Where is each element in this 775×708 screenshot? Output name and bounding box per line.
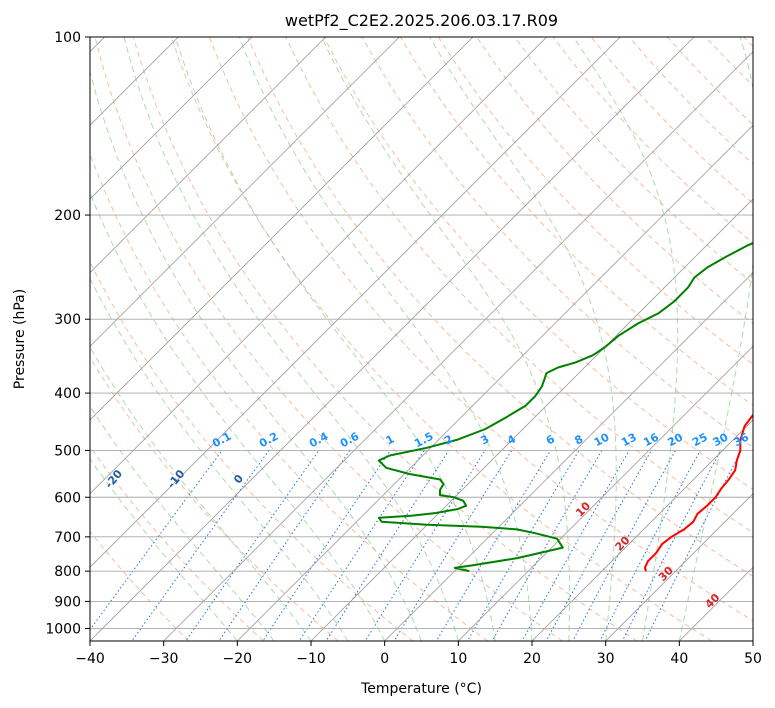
x-tick-label: 20 xyxy=(523,651,541,667)
dry-adiabat xyxy=(247,37,753,577)
y-tick-label: 200 xyxy=(54,208,81,224)
dewpoint-line xyxy=(377,241,753,573)
moist-adiabats xyxy=(90,37,753,641)
x-tick-label: 40 xyxy=(670,651,688,667)
y-tick-label: 100 xyxy=(54,30,81,46)
skewed-isotherms xyxy=(90,37,753,641)
isotherm-line xyxy=(90,37,400,347)
moist-adiabat xyxy=(90,69,422,641)
y-axis-label: Pressure (hPa) xyxy=(12,289,28,389)
isotherm-line xyxy=(90,37,253,200)
isotherm-line xyxy=(90,37,547,495)
y-tick-label: 700 xyxy=(54,530,81,546)
y-tick-label: 800 xyxy=(54,564,81,580)
mixing-ratio-label: 16 xyxy=(641,430,661,449)
moist-adiabat xyxy=(90,458,238,641)
moist-adiabat xyxy=(90,277,349,641)
moist-adiabat xyxy=(90,405,275,641)
y-tick-label: 300 xyxy=(54,312,81,328)
plot-area: -100-90-80-70-60-50-40-30-20-1000.10.20.… xyxy=(90,37,753,641)
sounding-series xyxy=(377,241,753,573)
isotherm-line xyxy=(310,198,753,641)
dry-adiabat xyxy=(399,37,753,407)
x-tick-label: 10 xyxy=(449,651,467,667)
x-tick-label: 30 xyxy=(597,651,615,667)
isotherm-line xyxy=(531,419,753,641)
plot-frame xyxy=(89,36,754,642)
temperature-line xyxy=(643,413,753,572)
x-tick-label: 0 xyxy=(380,651,389,667)
y-tick-label: 500 xyxy=(54,443,81,459)
y-tick-label: 1000 xyxy=(45,621,81,637)
x-tick-label: −30 xyxy=(149,651,179,667)
dry-adiabat xyxy=(132,37,638,641)
x-tick-label: −10 xyxy=(296,651,326,667)
moist-adiabat xyxy=(321,37,571,641)
dry-adiabat xyxy=(209,37,753,622)
moist-adiabat xyxy=(123,37,459,641)
x-tick-label: 50 xyxy=(744,651,762,667)
isotherm-line xyxy=(90,37,621,568)
mixing-ratio-label: 13 xyxy=(619,431,639,450)
moist-adiabat xyxy=(174,37,496,641)
moist-adiabat xyxy=(429,37,617,641)
x-axis: −40 −30 −20 −10 0 10 20 30 40 50 xyxy=(75,641,762,667)
mixing-ratio-label: 10 xyxy=(592,430,612,449)
y-tick-label: 600 xyxy=(54,490,81,506)
isotherm-line xyxy=(163,51,753,641)
pressure-gridlines xyxy=(90,214,753,629)
isotherm-line xyxy=(237,124,753,641)
y-tick-label: 400 xyxy=(54,386,81,402)
moist-adiabat xyxy=(678,37,753,641)
moist-adiabat xyxy=(238,37,533,641)
dry-adiabat xyxy=(514,37,753,284)
mixing-ratio-label: 36 xyxy=(731,430,751,449)
dry-adiabat xyxy=(170,37,712,641)
y-axis: 100 200 300 400 500 600 700 800 900 1000 xyxy=(45,30,90,637)
dry-adiabat xyxy=(90,530,190,641)
isotherm-line xyxy=(90,37,326,274)
moist-adiabat xyxy=(90,191,386,641)
x-tick-label: −20 xyxy=(223,651,253,667)
dry-adiabat xyxy=(94,37,563,641)
y-tick-label: 900 xyxy=(54,594,81,610)
moist-adiabat xyxy=(573,37,679,641)
dry-adiabat xyxy=(90,152,488,641)
isotherm-line xyxy=(384,272,753,641)
mixing-ratio-label: 30 xyxy=(711,430,731,449)
x-tick-label: −40 xyxy=(75,651,105,667)
x-axis-label: Temperature (°C) xyxy=(360,681,482,697)
isotherm-line xyxy=(90,37,695,641)
dry-adiabats xyxy=(90,37,753,641)
dry-adiabat xyxy=(90,445,264,641)
isotherm-line xyxy=(605,493,753,641)
chart-title: wetPf2_C2E2.2025.206.03.17.R09 xyxy=(285,11,558,31)
isotherm-line xyxy=(90,37,474,421)
mixing-ratio-label: 20 xyxy=(665,430,685,449)
mixing-ratio-label: 25 xyxy=(690,431,710,450)
